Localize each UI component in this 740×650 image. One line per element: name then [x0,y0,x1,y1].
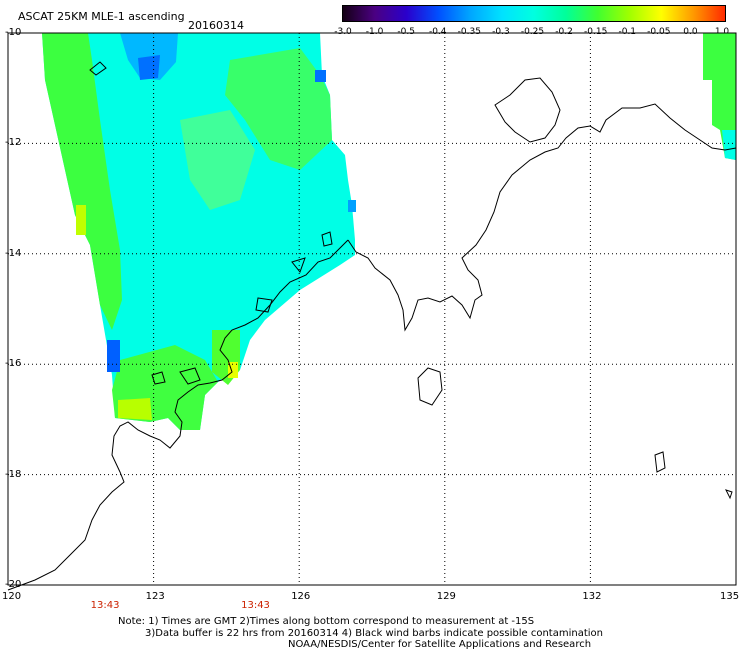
color-scale-tick-label: -0.05 [647,27,671,37]
color-scale-tick-label: -0.15 [584,27,608,37]
color-scale-tick-label: 0.0 [683,27,698,37]
color-scale-tick-label: -0.3 [492,27,510,37]
longitude-label: 126 [291,591,311,602]
color-scale-bar [342,5,726,22]
plot-frame [7,32,737,586]
measurement-time-label: 13:43 [241,600,270,611]
color-scale-tick-label: -0.5 [397,27,415,37]
note-line-1: Note: 1) Times are GMT 2)Times along bot… [118,616,535,627]
color-scale-tick-label: -0.25 [520,27,545,37]
color-scale-tick-label: -0.4 [428,27,447,37]
measurement-time-label: 13:43 [90,600,120,611]
longitude-label: 132 [582,591,602,602]
latitude-label: -14 [5,247,22,259]
longitude-label: 120 [2,591,22,602]
note-line-2: 3)Data buffer is 22 hrs from 20160314 4)… [145,628,603,639]
latitude-label: -16 [5,358,22,370]
color-scale-tick-label: 1.0 [714,27,730,37]
product-date: 20160314 [188,19,244,32]
color-scale-tick-label: -0.35 [457,27,481,37]
note-line-3: NOAA/NESDIS/Center for Satellite Applica… [288,639,592,650]
color-scale-tick-label: -1.0 [365,27,384,37]
color-scale-tick-label: -0.1 [618,27,637,37]
color-scale-tick-label: -0.2 [555,27,573,37]
coastline [7,61,737,591]
swath-left [42,33,356,430]
latitude-label: -20 [5,579,22,590]
latitude-label: -18 [5,468,22,480]
swath-right [703,33,736,160]
longitude-label: 123 [145,591,165,602]
latitude-label: -10 [5,27,22,38]
longitude-label: 135 [720,591,740,602]
latitude-label: -12 [5,137,22,149]
product-title: ASCAT 25KM MLE-1 ascending [18,10,185,23]
longitude-label: 129 [436,591,456,602]
color-scale-tick-label: -3.0 [334,27,352,37]
